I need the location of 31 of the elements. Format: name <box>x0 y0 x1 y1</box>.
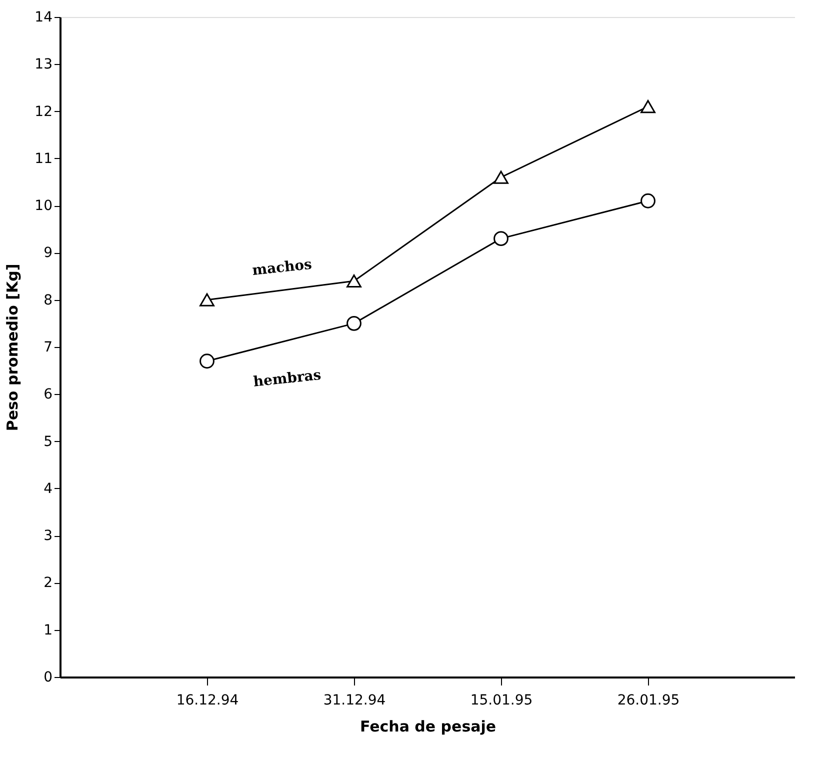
point <box>200 354 214 369</box>
x-tick-label: 16.12.94 <box>176 692 239 708</box>
point <box>494 231 508 246</box>
y-tick-label: 6 <box>44 386 53 403</box>
y-axis-title: Peso promedio [Kg] <box>4 264 22 432</box>
point <box>640 100 656 114</box>
x-tick-label: 31.12.94 <box>323 692 386 708</box>
point <box>346 316 362 331</box>
y-tick-label: 9 <box>44 245 52 262</box>
y-tick-label: 7 <box>44 340 52 356</box>
text: hembras <box>252 367 322 390</box>
x-tick-label: 26.01.95 <box>617 692 680 708</box>
y-tick-label: 10 <box>34 198 52 214</box>
text: machos <box>251 256 313 279</box>
y-tick-label: 1 <box>44 622 52 638</box>
y-tick-label: 8 <box>44 292 52 308</box>
x-axis-title: Fecha de pesaje <box>360 718 496 736</box>
point <box>346 274 362 288</box>
y-tick-label: 5 <box>44 434 52 450</box>
y-tick-label: 3 <box>44 528 52 544</box>
x-tick-label: 15.01.95 <box>470 692 533 708</box>
y-tick-label: 0 <box>44 670 52 686</box>
y-tick-label: 11 <box>34 150 52 167</box>
y-tick-label: 4 <box>44 480 53 497</box>
point <box>200 293 214 306</box>
y-tick-label: 13 <box>34 56 52 73</box>
point <box>640 193 656 208</box>
y-tick-label: 2 <box>44 575 52 592</box>
point <box>494 170 508 184</box>
y-tick-label: 12 <box>34 104 52 120</box>
y-tick-label: 14 <box>34 10 53 26</box>
